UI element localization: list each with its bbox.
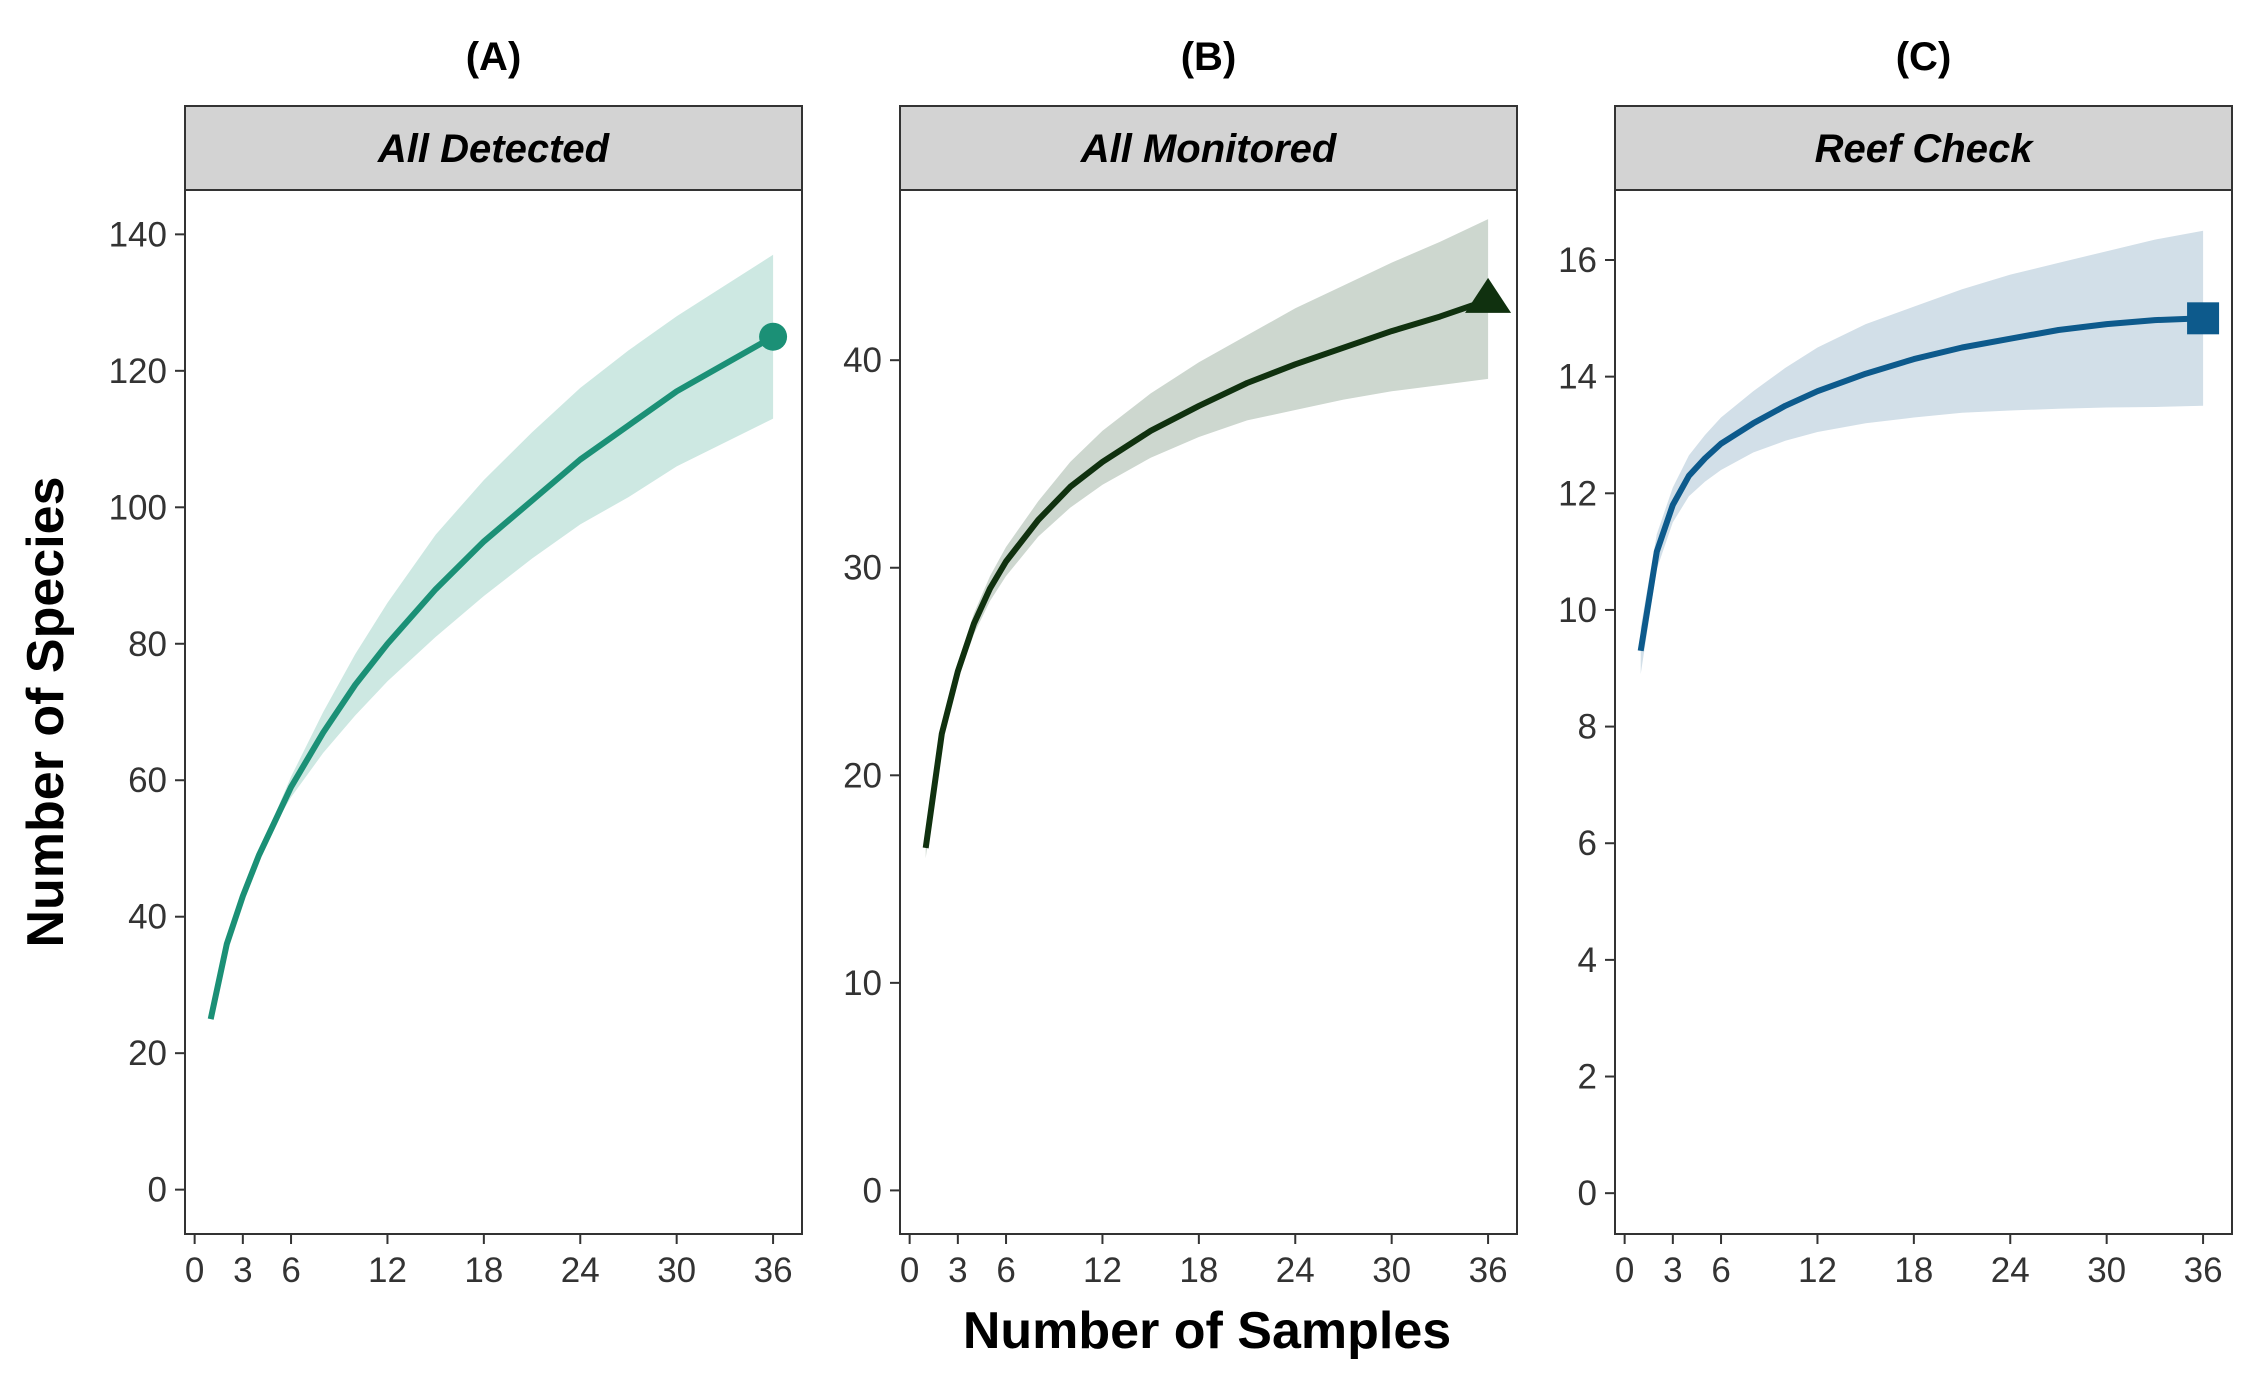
y-tick-label: 16 bbox=[1558, 241, 1597, 280]
x-tick-label: 0 bbox=[185, 1251, 204, 1290]
y-tick-label: 8 bbox=[1578, 708, 1597, 747]
x-tick-label: 30 bbox=[657, 1251, 696, 1290]
y-tick-label: 14 bbox=[1558, 358, 1597, 397]
y-tick-label: 10 bbox=[1558, 591, 1597, 630]
y-tick-label: 120 bbox=[109, 352, 167, 391]
y-tick-label: 2 bbox=[1578, 1058, 1597, 1097]
strip-background bbox=[1614, 105, 2233, 191]
x-axis-title: Number of Samples bbox=[963, 1302, 1451, 1360]
series-line bbox=[1637, 315, 2204, 652]
x-tick-label: 24 bbox=[1991, 1251, 2030, 1290]
x-tick-label: 18 bbox=[464, 1251, 503, 1290]
strip-label: Reef Check bbox=[1815, 127, 2035, 171]
y-tick-label: 0 bbox=[1578, 1174, 1597, 1213]
strip-background bbox=[184, 105, 803, 191]
x-tick-label: 12 bbox=[1798, 1251, 1837, 1290]
y-tick-label: 20 bbox=[843, 756, 882, 795]
endpoint-triangle-marker bbox=[1465, 277, 1512, 313]
strip-label: All Monitored bbox=[1080, 127, 1338, 171]
y-tick-label: 40 bbox=[128, 898, 167, 937]
x-tick-label: 24 bbox=[1276, 1251, 1315, 1290]
series-line bbox=[207, 334, 775, 1020]
x-tick-label: 6 bbox=[1711, 1251, 1730, 1290]
confidence-band bbox=[210, 254, 774, 1020]
x-tick-label: 0 bbox=[1615, 1251, 1634, 1290]
y-tick-label: 30 bbox=[843, 549, 882, 588]
panel-border bbox=[899, 189, 1518, 1235]
endpoint-circle-marker bbox=[759, 322, 788, 351]
y-tick-label: 40 bbox=[843, 341, 882, 380]
x-tick-label: 3 bbox=[1663, 1251, 1682, 1290]
x-tick-label: 6 bbox=[281, 1251, 300, 1290]
x-tick-label: 30 bbox=[2087, 1251, 2126, 1290]
x-tick-label: 12 bbox=[368, 1251, 407, 1290]
x-tick-label: 3 bbox=[233, 1251, 252, 1290]
panel-label: (A) bbox=[466, 35, 522, 79]
y-tick-label: 0 bbox=[863, 1171, 882, 1210]
x-tick-label: 18 bbox=[1179, 1251, 1218, 1290]
x-tick-label: 0 bbox=[900, 1251, 919, 1290]
panel-border bbox=[184, 189, 803, 1235]
y-tick-label: 60 bbox=[128, 761, 167, 800]
y-tick-label: 6 bbox=[1578, 824, 1597, 863]
x-tick-label: 36 bbox=[1469, 1251, 1508, 1290]
y-tick-label: 12 bbox=[1558, 474, 1597, 513]
x-tick-label: 6 bbox=[996, 1251, 1015, 1290]
panel-label: (B) bbox=[1181, 35, 1237, 79]
y-tick-label: 0 bbox=[148, 1171, 167, 1210]
endpoint-square-marker bbox=[2187, 302, 2220, 335]
strip-label: All Detected bbox=[377, 127, 611, 171]
x-tick-label: 36 bbox=[2184, 1251, 2223, 1290]
x-tick-label: 30 bbox=[1372, 1251, 1411, 1290]
series-line bbox=[922, 297, 1490, 849]
y-tick-label: 10 bbox=[843, 964, 882, 1003]
x-tick-label: 24 bbox=[561, 1251, 600, 1290]
x-tick-label: 36 bbox=[754, 1251, 793, 1290]
x-tick-label: 12 bbox=[1083, 1251, 1122, 1290]
x-tick-label: 3 bbox=[948, 1251, 967, 1290]
y-tick-label: 140 bbox=[109, 215, 167, 254]
confidence-band bbox=[1640, 230, 2204, 675]
panel-border bbox=[1614, 189, 2233, 1235]
x-tick-label: 18 bbox=[1894, 1251, 1933, 1290]
y-axis-title: Number of Species bbox=[17, 476, 75, 947]
y-tick-label: 20 bbox=[128, 1034, 167, 1073]
panel-label: (C) bbox=[1896, 35, 1952, 79]
confidence-band bbox=[925, 219, 1489, 859]
y-tick-label: 80 bbox=[128, 625, 167, 664]
y-tick-label: 4 bbox=[1578, 941, 1597, 980]
y-tick-label: 100 bbox=[109, 488, 167, 527]
